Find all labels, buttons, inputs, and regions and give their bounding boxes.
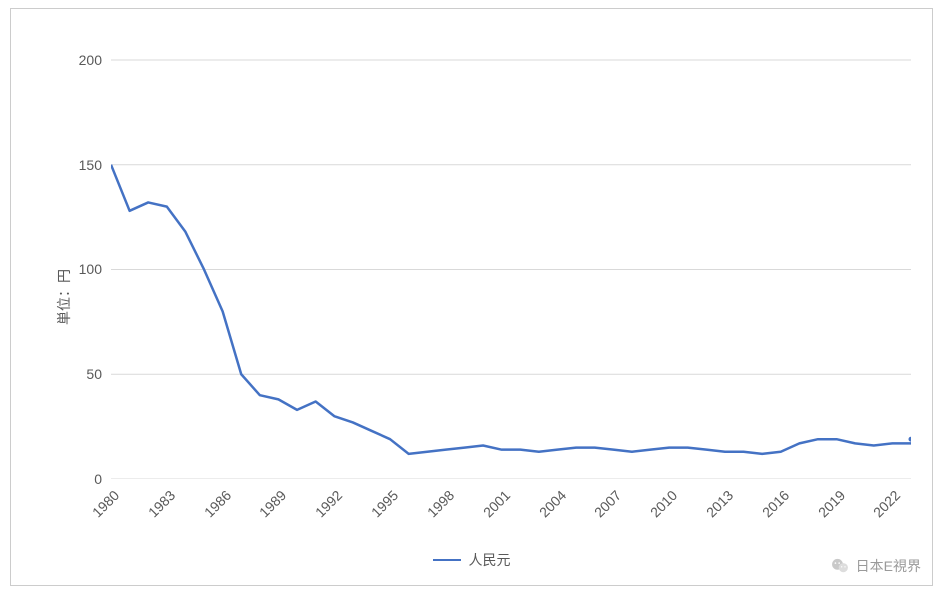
y-tick-label: 50: [86, 366, 102, 382]
x-tick-label: 1995: [368, 487, 401, 520]
watermark: 日本E視界: [830, 556, 921, 576]
legend: 人民元: [433, 550, 511, 570]
y-tick-label: 0: [94, 471, 102, 487]
series-line: [111, 165, 911, 454]
chart-svg: [111, 39, 911, 479]
y-axis-label: 単位：円: [54, 269, 74, 325]
x-tick-label: 1983: [145, 487, 178, 520]
y-tick-label: 150: [79, 157, 102, 173]
x-tick-label: 2004: [535, 487, 568, 520]
x-tick-label: 1998: [424, 487, 457, 520]
y-tick-label: 200: [79, 52, 102, 68]
y-tick-label: 100: [79, 261, 102, 277]
x-tick-label: 2007: [591, 487, 624, 520]
end-marker: [909, 437, 912, 442]
x-tick-label: 2022: [870, 487, 903, 520]
plot-area: [111, 39, 911, 479]
chart-container: 単位：円 0 50 100 150 200 1980 1983 1986 1989 1992 19…: [10, 8, 933, 586]
x-tick-label: 1980: [89, 487, 122, 520]
legend-line-swatch: [433, 559, 461, 562]
x-tick-label: 1986: [201, 487, 234, 520]
wechat-icon: [830, 556, 850, 576]
x-tick-label: 2016: [759, 487, 792, 520]
x-tick-label: 1992: [312, 487, 345, 520]
x-tick-label: 1989: [256, 487, 289, 520]
watermark-text: 日本E視界: [856, 556, 921, 576]
x-tick-label: 2001: [480, 487, 513, 520]
x-tick-label: 2013: [703, 487, 736, 520]
legend-label: 人民元: [469, 550, 511, 570]
x-tick-label: 2010: [647, 487, 680, 520]
x-tick-label: 2019: [815, 487, 848, 520]
